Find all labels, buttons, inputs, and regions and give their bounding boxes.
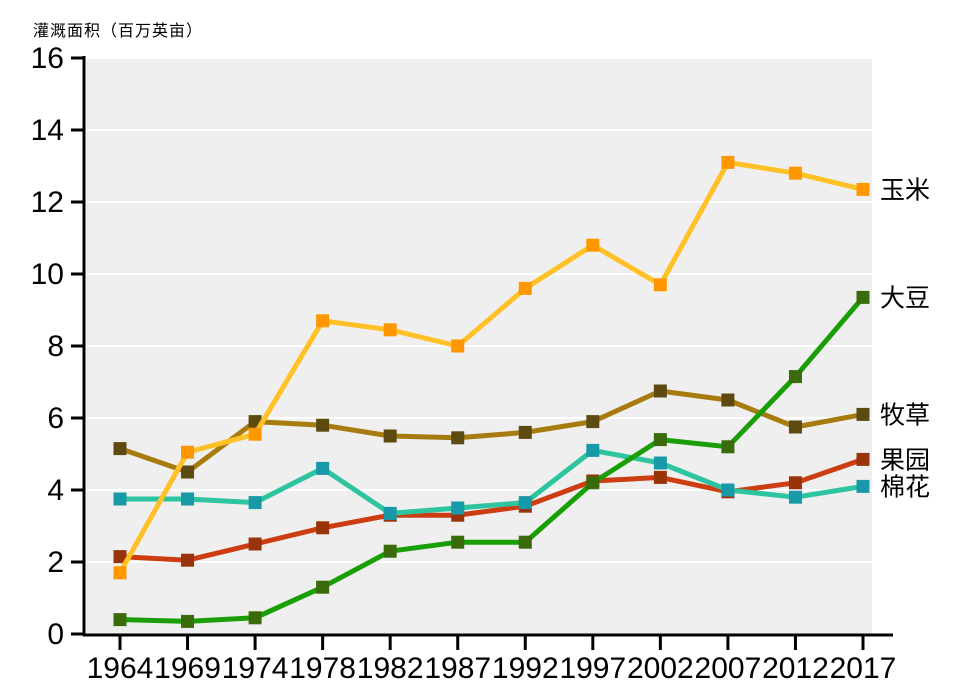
series-marker-soybean-1997	[586, 476, 600, 490]
series-marker-soybean-1982	[383, 544, 397, 558]
y-tick-label-6: 6	[47, 402, 64, 435]
series-marker-corn-1997	[586, 238, 600, 252]
series-marker-cotton-1982	[383, 506, 397, 520]
series-marker-orchard-2017	[856, 452, 870, 466]
series-line-pasture	[119, 388, 864, 475]
series-marker-orchard-1978	[316, 521, 330, 535]
series-marker-cotton-1974	[248, 496, 262, 510]
series-marker-soybean-1978	[316, 580, 330, 594]
x-tick-label-1992: 1992	[492, 652, 559, 685]
y-tick-label-10: 10	[31, 258, 64, 291]
series-marker-cotton-2017	[856, 479, 870, 493]
series-label-pasture: 牧草	[880, 401, 930, 429]
series-marker-soybean-1969	[181, 614, 195, 628]
series-label-orchard: 果园	[880, 446, 930, 474]
series-marker-cotton-1997	[586, 443, 600, 457]
series-marker-soybean-1992	[518, 535, 532, 549]
x-tick-label-2012: 2012	[762, 652, 829, 685]
x-tick-label-2002: 2002	[627, 652, 694, 685]
series-label-corn: 玉米	[880, 176, 930, 204]
series-label-cotton: 棉花	[880, 473, 930, 501]
series-marker-corn-2012	[788, 166, 802, 180]
series-marker-soybean-1987	[451, 535, 465, 549]
x-tick-label-2007: 2007	[695, 652, 762, 685]
series-marker-corn-2017	[856, 182, 870, 196]
series-marker-corn-2007	[721, 155, 735, 169]
x-tick-label-1969: 1969	[154, 652, 221, 685]
series-line-corn	[117, 159, 864, 575]
y-tick-label-12: 12	[31, 186, 64, 219]
series-marker-soybean-1974	[248, 611, 262, 625]
series-label-soybean: 大豆	[880, 284, 930, 312]
series-marker-soybean-2007	[721, 440, 735, 454]
series-marker-corn-1969	[181, 445, 195, 459]
series-marker-corn-1974	[248, 427, 262, 441]
series-marker-soybean-2017	[856, 290, 870, 304]
series-marker-corn-1982	[383, 323, 397, 337]
series-marker-corn-1992	[518, 281, 532, 295]
series-marker-orchard-1969	[181, 553, 195, 567]
series-marker-cotton-1992	[518, 496, 532, 510]
series-marker-soybean-1964	[113, 613, 127, 627]
series-marker-corn-1987	[451, 339, 465, 353]
series-marker-cotton-2002	[653, 456, 667, 470]
x-tick-label-2017: 2017	[830, 652, 897, 685]
series-marker-pasture-2012	[788, 420, 802, 434]
series-marker-pasture-2007	[721, 393, 735, 407]
series-marker-soybean-2012	[788, 370, 802, 384]
series-marker-orchard-1974	[248, 537, 262, 551]
y-tick-label-14: 14	[31, 114, 64, 147]
series-marker-pasture-1982	[383, 429, 397, 443]
series-marker-pasture-1992	[518, 425, 532, 439]
y-tick-label-8: 8	[47, 330, 64, 363]
series-marker-pasture-1978	[316, 418, 330, 432]
series-marker-cotton-2007	[721, 483, 735, 497]
series-marker-pasture-1987	[451, 431, 465, 445]
series-marker-soybean-2002	[653, 433, 667, 447]
series-marker-orchard-2002	[653, 470, 667, 484]
x-tick-label-1974: 1974	[222, 652, 289, 685]
series-marker-cotton-1964	[113, 492, 127, 506]
series-marker-corn-1978	[316, 314, 330, 328]
series-marker-corn-1964	[113, 566, 127, 580]
series-marker-pasture-2017	[856, 407, 870, 421]
series-marker-orchard-2012	[788, 476, 802, 490]
chart-title: 灌溉面积（百万英亩）	[33, 23, 204, 40]
series-marker-pasture-1964	[113, 442, 127, 456]
series-marker-cotton-2012	[788, 490, 802, 504]
series-marker-cotton-1978	[316, 461, 330, 475]
series-marker-cotton-1969	[181, 492, 195, 506]
y-tick-label-4: 4	[47, 474, 64, 507]
series-marker-orchard-1964	[113, 550, 127, 564]
y-tick-label-0: 0	[47, 618, 64, 651]
series-marker-pasture-1997	[586, 415, 600, 429]
x-tick-label-1982: 1982	[357, 652, 424, 685]
series-marker-corn-2002	[653, 278, 667, 292]
series-line-cotton	[120, 447, 864, 516]
series-marker-pasture-1969	[181, 465, 195, 479]
x-tick-label-1964: 1964	[87, 652, 154, 685]
series-line-soybean	[119, 295, 865, 624]
x-tick-label-1997: 1997	[559, 652, 626, 685]
y-tick-label-16: 16	[31, 42, 64, 75]
series-marker-cotton-1987	[451, 501, 465, 515]
y-tick-label-2: 2	[47, 546, 64, 579]
series-marker-pasture-2002	[653, 384, 667, 398]
x-tick-label-1978: 1978	[289, 652, 356, 685]
x-tick-label-1987: 1987	[424, 652, 491, 685]
